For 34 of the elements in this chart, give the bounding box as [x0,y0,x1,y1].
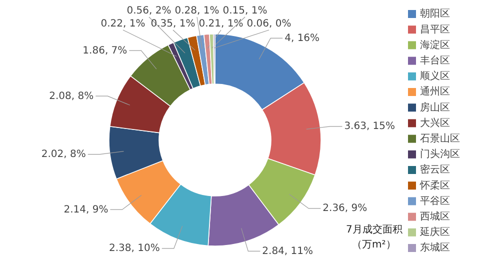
legend-label: 通州区 [420,86,450,98]
legend-label: 延庆区 [419,226,450,238]
legend-label: 顺义区 [420,70,450,82]
legend-label: 平谷区 [420,194,450,207]
data-label: 0.15, 1% [222,6,268,17]
legend-label: 怀柔区 [419,179,450,192]
legend-label: 大兴区 [420,116,450,129]
legend-label: 东城区 [420,242,450,254]
legend-label: 丰台区 [420,54,450,67]
data-label: 0.21, 1% [198,18,244,30]
data-label: 1.86, 7% [82,45,128,56]
legend-label: 房山区 [420,101,450,114]
legend-label: 海淀区 [420,38,450,51]
legend-label: 石景山区 [420,132,460,145]
data-label: 2.36, 9% [322,203,368,214]
legend-label: 西城区 [420,210,450,223]
data-label: 0.28, 1% [174,6,220,17]
legend-label: 门头沟区 [420,148,460,160]
data-label: 2.84, 11% [262,246,314,257]
data-label: 0.56, 2% [126,6,172,17]
legend-label: 密云区 [420,164,450,176]
data-label: 4, 16% [284,32,320,44]
data-label: 0.06, 0% [246,18,292,30]
data-label: 2.08, 8% [49,90,94,102]
legend-label: 朝阳区 [420,8,450,20]
data-label: 2.14, 9% [64,204,108,216]
data-label: 3.63, 15% [344,121,396,132]
data-label: 2.38, 10% [109,243,160,254]
data-label: 2.02, 8% [41,149,86,160]
data-label: 0.35, 1% [150,18,196,30]
legend-label: 昌平区 [420,24,450,36]
text: （万m²） [352,240,396,251]
text: 7月成交面积 [346,224,402,236]
data-label: 0.22, 1% [100,18,146,30]
